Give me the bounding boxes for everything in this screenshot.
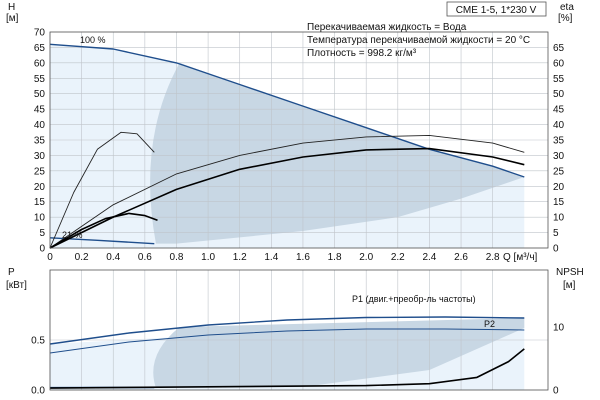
y-axis-unit: [м]	[6, 13, 19, 24]
y-right-tick-label: 20	[553, 182, 565, 193]
y-tick-label: 45	[34, 105, 46, 116]
y-tick-label: 50	[34, 89, 46, 100]
y-right-tick-label: 60	[553, 58, 565, 69]
y-right-tick-label: 40	[553, 120, 565, 131]
y-right-tick-label: 50	[553, 89, 565, 100]
x-tick-label: 1.8	[328, 252, 342, 263]
y-tick-label: 35	[34, 136, 46, 147]
y-tick-label: 5	[39, 228, 45, 239]
y-tick-label: 55	[34, 74, 46, 85]
y-tick-label: 10	[34, 213, 46, 224]
x-tick-label: 2.6	[454, 252, 468, 263]
p2-curve	[49, 328, 525, 354]
y-tick-label: 65	[34, 43, 46, 54]
npsh-axis-unit: [м]	[563, 280, 576, 291]
x-tick-label: 0.4	[106, 252, 120, 263]
y-tick-label: 40	[34, 120, 46, 131]
y-tick-label: 25	[34, 166, 46, 177]
speed-label-max: 100 %	[80, 35, 106, 45]
y-tick-label: 15	[34, 197, 46, 208]
power-axis-title: P	[8, 267, 15, 278]
x-tick-label: 1.4	[264, 252, 278, 263]
x-tick-label: 2.0	[359, 252, 373, 263]
power-tick-label: 0.0	[31, 386, 45, 397]
y-right-tick-label: 30	[553, 151, 565, 162]
fluid-info-line: Перекачиваемая жидкость = Вода	[307, 22, 467, 33]
x-tick-label: 0.8	[170, 252, 184, 263]
y-right-axis-title: eta	[560, 2, 574, 13]
x-tick-label: 0.6	[138, 252, 152, 263]
head-plot-frame	[49, 31, 549, 249]
x-tick-label: 2.4	[422, 252, 436, 263]
npsh-axis-title: NPSH	[556, 267, 584, 278]
y-right-tick-label: 0	[553, 244, 559, 255]
eta-total-curve-min	[49, 212, 158, 249]
y-tick-label: 30	[34, 151, 46, 162]
x-tick-label: 0	[47, 252, 53, 263]
p2-series-label: P2	[484, 319, 495, 329]
x-axis-title: Q [м³/ч]	[503, 252, 538, 263]
chart-title-box	[446, 1, 547, 17]
y-right-tick-label: 35	[553, 136, 565, 147]
y-tick-label: 60	[34, 58, 46, 69]
chart-title: CME 1-5, 1*230 V	[456, 5, 537, 16]
x-tick-label: 1.0	[201, 252, 215, 263]
p1-series-label: P1 (двиг.+преобр-ль частоты)	[352, 294, 476, 304]
fluid-info-line: Температура перекачиваемой жидкости = 20…	[307, 35, 530, 46]
x-tick-label: 2.8	[486, 252, 500, 263]
eta-curve-min	[49, 131, 155, 249]
y-right-tick-label: 45	[553, 105, 565, 116]
x-tick-label: 1.2	[233, 252, 247, 263]
npsh-curve	[49, 348, 525, 389]
eta-curve-max	[49, 134, 525, 249]
y-right-tick-label: 15	[553, 197, 565, 208]
recommended-zone-area-power	[153, 318, 525, 388]
npsh-tick-label: 0	[553, 386, 559, 397]
p1-curve	[49, 316, 525, 345]
y-right-axis-unit: [%]	[558, 13, 573, 24]
x-tick-label: 0.2	[75, 252, 89, 263]
y-tick-label: 0	[39, 244, 45, 255]
y-right-tick-label: 65	[553, 43, 565, 54]
y-axis-title: H	[8, 2, 15, 13]
eta-total-curve-max	[49, 147, 525, 249]
y-right-tick-label: 25	[553, 166, 565, 177]
speed-label-min: 21 %	[62, 230, 83, 240]
y-right-tick-label: 55	[553, 74, 565, 85]
x-tick-label: 2.2	[391, 252, 405, 263]
y-right-tick-label: 5	[553, 228, 559, 239]
power-axis-unit: [кВт]	[6, 280, 27, 291]
head-curve-max	[49, 43, 525, 178]
npsh-tick-label: 10	[553, 322, 565, 333]
power-plot-frame	[49, 269, 549, 391]
power-tick-label: 0.5	[31, 336, 45, 347]
y-right-tick-label: 10	[553, 213, 565, 224]
y-tick-label: 70	[34, 28, 46, 39]
fluid-info-line: Плотность = 998.2 кг/м³	[307, 48, 417, 59]
y-tick-label: 20	[34, 182, 46, 193]
x-tick-label: 1.6	[296, 252, 310, 263]
